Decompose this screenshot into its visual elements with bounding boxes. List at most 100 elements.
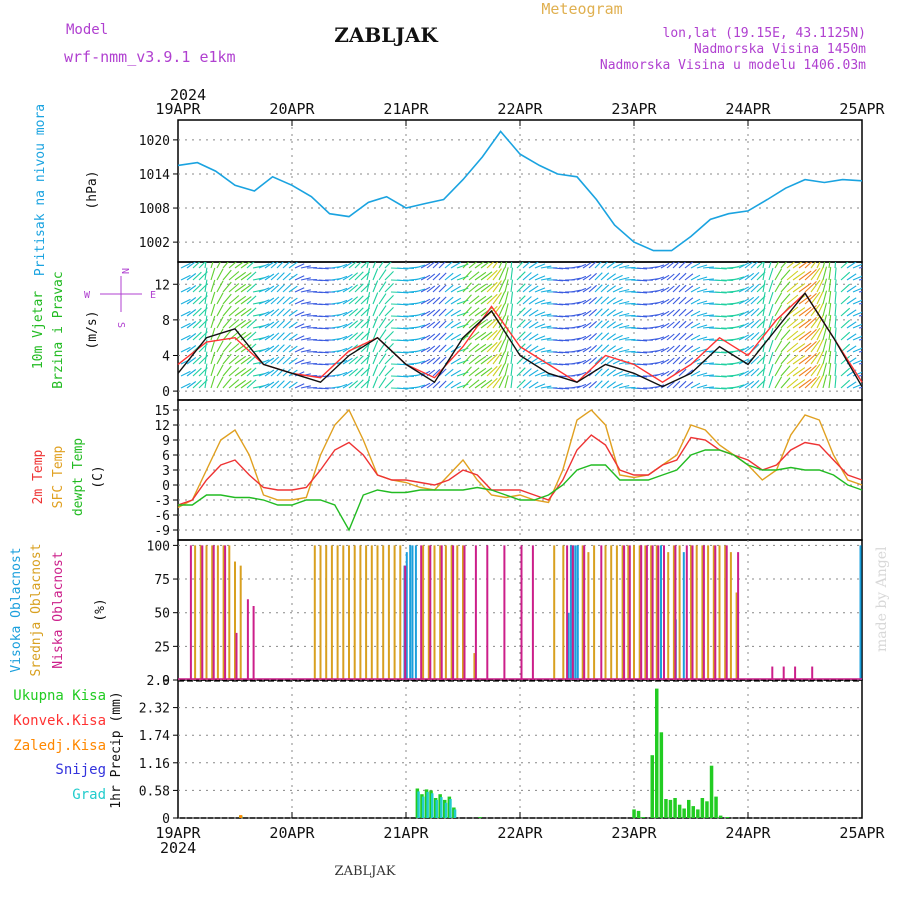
wind-barb	[558, 315, 570, 318]
wind-barb	[666, 262, 675, 269]
wind-barb	[684, 321, 694, 329]
wind-label-2: Brzina i Pravac	[51, 271, 66, 388]
wind-barb	[522, 296, 532, 305]
legend-snow: Snijeg	[55, 762, 106, 778]
wind-barb	[246, 307, 257, 317]
wind-barb	[354, 295, 364, 305]
wind-barb	[180, 322, 191, 329]
wind-barb	[216, 328, 224, 341]
wind-barb	[246, 367, 257, 377]
wind-barb	[696, 324, 708, 329]
wind-barb	[372, 352, 379, 365]
wind-barb	[696, 276, 708, 281]
compass-w: W	[84, 290, 91, 301]
wind-barb	[792, 367, 806, 377]
wind-barb	[792, 262, 803, 269]
wind-barb	[540, 277, 552, 281]
wind-barb	[588, 284, 597, 293]
wind-barb	[774, 280, 783, 293]
wind-barb	[774, 304, 783, 317]
wind-barb	[840, 331, 851, 341]
wind-barb	[186, 285, 197, 293]
wind-barb	[720, 267, 733, 270]
wind-barb	[492, 328, 502, 341]
cloud-label-4: (%)	[93, 598, 108, 621]
wind-barb	[378, 341, 387, 353]
wind-barb	[294, 383, 305, 389]
wind-barb	[744, 296, 755, 305]
wind-barb	[222, 341, 232, 353]
wind-barb	[282, 344, 291, 353]
precip-bar-total	[687, 799, 691, 818]
wind-barb	[378, 305, 387, 317]
cloud-label-2: Srednja Oblacnost	[29, 543, 44, 676]
wind-barb	[432, 320, 441, 329]
temp-label-4: (C)	[91, 465, 106, 488]
wind-barb	[474, 379, 487, 389]
panel-frame-precipitation	[177, 679, 863, 819]
wind-barb	[804, 328, 817, 341]
wind-barb	[378, 329, 387, 341]
wind-barb	[444, 320, 454, 329]
wind-barb	[234, 319, 247, 329]
wind-barb	[540, 349, 552, 353]
wind-barb	[666, 273, 675, 281]
wind-barb	[234, 367, 247, 377]
wind-barb	[210, 339, 216, 353]
wind-barb	[216, 340, 224, 353]
wind-barb	[306, 362, 317, 365]
wind-barb	[846, 381, 857, 389]
wind-barb	[828, 374, 832, 389]
precip-bar-total	[655, 688, 659, 818]
wind-barb	[210, 262, 214, 269]
wind-barb	[660, 286, 670, 293]
wind-barb	[780, 269, 791, 281]
wind-barb	[300, 349, 311, 353]
wind-barb	[666, 285, 675, 293]
wind-barb	[594, 320, 603, 329]
wind-barb	[858, 350, 862, 353]
wind-barb	[684, 285, 694, 293]
wind-barb	[498, 363, 506, 377]
wind-barb	[540, 325, 552, 329]
wind-barb	[660, 334, 670, 341]
wind-barb	[732, 276, 745, 281]
precip-bar-total	[696, 809, 700, 818]
wind-barb	[180, 382, 191, 389]
wind-barb	[600, 332, 610, 341]
wind-barb	[210, 375, 216, 389]
wind-barb	[600, 368, 610, 377]
wind-barb	[720, 315, 733, 318]
wind-barb	[834, 363, 837, 377]
wind-barb	[414, 360, 426, 365]
wind-barb	[702, 266, 714, 269]
wind-barb	[666, 297, 675, 305]
wind-barb	[384, 283, 394, 293]
wind-barb	[594, 308, 603, 317]
wind-barb	[816, 278, 824, 293]
wind-barb	[852, 335, 862, 341]
wind-barb	[822, 326, 828, 341]
wind-barb	[240, 296, 252, 305]
wind-barb	[738, 274, 750, 281]
precip-bar-grad	[453, 809, 457, 818]
wind-barb	[858, 266, 862, 269]
wind-barb	[426, 309, 436, 317]
wind-barb	[444, 380, 454, 389]
wind-barb	[288, 345, 298, 353]
wind-barb	[228, 271, 240, 281]
wind-barb	[780, 377, 791, 389]
wind-barb	[336, 275, 348, 281]
wind-barb	[282, 296, 291, 305]
wind-barb	[276, 272, 285, 281]
wind-barb	[504, 279, 509, 293]
wind-barb	[576, 359, 587, 365]
wind-barb	[732, 324, 745, 329]
wind-barb	[342, 381, 353, 389]
wind-barb	[276, 320, 285, 329]
wind-barb	[468, 319, 480, 329]
wind-barb	[810, 339, 821, 353]
wind-barb	[738, 262, 750, 269]
wind-barb	[738, 310, 750, 317]
wind-barb	[636, 315, 648, 318]
